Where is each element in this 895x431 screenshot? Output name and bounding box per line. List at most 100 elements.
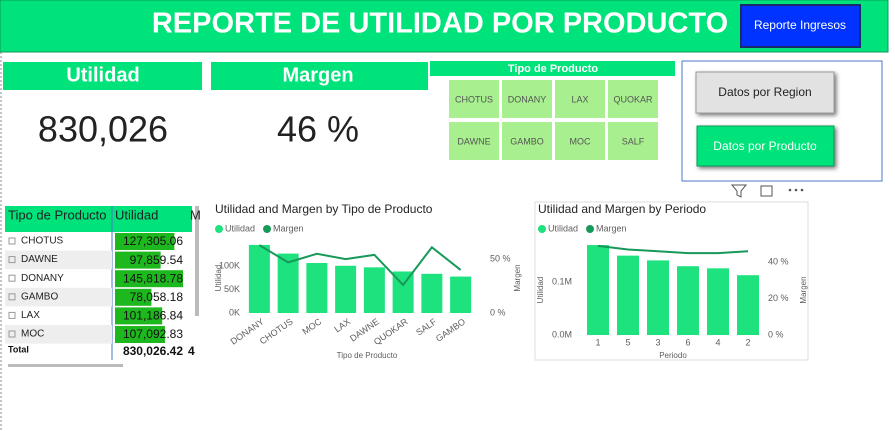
slicer-tile[interactable] xyxy=(555,122,605,160)
column-header: Tipo de Producto xyxy=(8,207,107,222)
button-label[interactable]: Reporte Ingresos xyxy=(754,18,846,32)
bar xyxy=(677,266,699,335)
data-bar xyxy=(115,307,163,325)
data-bar xyxy=(115,233,175,250)
data-bar xyxy=(115,270,183,288)
expand-icon[interactable] xyxy=(8,237,16,245)
slicer-item[interactable]: DAWNE xyxy=(457,136,490,146)
slicer-item[interactable]: CHOTUS xyxy=(455,94,493,104)
y-axis-title: Utilidad xyxy=(214,265,223,292)
legend-marker xyxy=(215,225,223,233)
slicer-item[interactable]: QUOKAR xyxy=(613,94,653,104)
y-tick-label: 0.0M xyxy=(552,329,572,339)
x-tick-label: 1 xyxy=(595,337,600,347)
legend-label[interactable]: Utilidad xyxy=(225,223,255,233)
slicer-tile[interactable] xyxy=(449,122,499,160)
x-tick-label: 3 xyxy=(655,337,660,347)
filter-icon[interactable] xyxy=(730,184,748,198)
slicer-tile[interactable] xyxy=(449,80,499,118)
bar xyxy=(450,276,472,313)
button-label[interactable]: Datos por Producto xyxy=(713,139,817,153)
x-axis-title: Tipo de Producto xyxy=(337,351,398,360)
x-tick-label: 5 xyxy=(625,337,630,347)
card-value: 830,026 xyxy=(38,109,168,150)
total-value: 4 xyxy=(188,344,195,358)
y-axis-title: Utilidad xyxy=(536,277,545,304)
data-bar xyxy=(115,251,161,269)
y-tick-label: 50K xyxy=(224,284,240,294)
expand-icon[interactable] xyxy=(8,256,16,264)
focus-icon[interactable] xyxy=(760,185,773,197)
y-tick-label: 100K xyxy=(219,261,240,271)
slicer-tile[interactable] xyxy=(555,80,605,118)
chart-title: Utilidad and Margen by Periodo xyxy=(538,202,706,216)
x-axis-title: Periodo xyxy=(659,351,687,360)
bar xyxy=(277,253,299,313)
legend-label[interactable]: Utilidad xyxy=(548,223,578,233)
y2-tick-label: 0 % xyxy=(490,307,506,317)
chart-frame xyxy=(534,201,809,361)
expand-icon[interactable] xyxy=(8,330,16,338)
row-label: DAWNE xyxy=(21,254,58,265)
slicer-title: Tipo de Producto xyxy=(508,63,599,75)
chart-title: Utilidad and Margen by Tipo de Producto xyxy=(215,202,433,216)
slicer-tile[interactable] xyxy=(608,80,658,118)
legend-marker xyxy=(538,225,546,233)
cell-value: 97,859.54 xyxy=(130,253,184,267)
total-label: Total xyxy=(8,344,29,354)
y-tick-label: 0K xyxy=(229,307,240,317)
bar xyxy=(421,273,443,313)
slicer-tile[interactable] xyxy=(502,122,552,160)
row-band xyxy=(5,287,112,307)
line xyxy=(258,244,462,287)
scrollbar[interactable] xyxy=(8,364,123,367)
expand-icon[interactable] xyxy=(8,293,16,301)
button[interactable] xyxy=(740,4,861,48)
more-icon[interactable] xyxy=(788,188,804,192)
y2-tick-label: 50 % xyxy=(490,254,511,264)
scrollbar[interactable] xyxy=(195,206,199,316)
row-band xyxy=(5,250,112,270)
y2-tick-label: 20 % xyxy=(768,293,789,303)
button-label[interactable]: Datos por Region xyxy=(718,85,811,99)
y-tick-label: 0.1M xyxy=(552,276,572,286)
bar xyxy=(335,265,357,313)
bar xyxy=(707,268,729,335)
button[interactable] xyxy=(696,125,835,167)
slicer-item[interactable]: MOC xyxy=(570,136,591,146)
cell-value: 127,305.06 xyxy=(123,234,183,248)
y2-tick-label: 0 % xyxy=(768,329,784,339)
row-label: GAMBO xyxy=(21,291,58,302)
header-title: REPORTE DE UTILIDAD POR PRODUCTO xyxy=(152,8,728,40)
expand-icon[interactable] xyxy=(8,274,16,282)
button[interactable] xyxy=(695,71,835,114)
legend-label[interactable]: Margen xyxy=(273,223,304,233)
slicer-item[interactable]: DONANY xyxy=(508,94,547,104)
card-value: 46 % xyxy=(277,109,359,150)
card-header xyxy=(3,62,202,90)
button-group xyxy=(681,60,883,182)
slicer-item[interactable]: SALF xyxy=(622,136,645,146)
card-header xyxy=(211,62,428,90)
legend-marker xyxy=(586,225,595,233)
legend-label[interactable]: Margen xyxy=(596,223,627,233)
expand-icon[interactable] xyxy=(8,311,16,319)
data-bar xyxy=(115,326,165,343)
slicer-tile[interactable] xyxy=(502,80,552,118)
bar xyxy=(617,255,639,335)
column-header: Utilidad xyxy=(115,207,158,222)
bar xyxy=(647,260,669,335)
slicer-item[interactable]: LAX xyxy=(571,94,588,104)
row-label: DONANY xyxy=(21,273,64,284)
cell-value: 78,058.18 xyxy=(130,290,184,304)
data-bar xyxy=(115,288,152,306)
bar xyxy=(306,263,328,313)
cell-value: 107,092.83 xyxy=(123,327,183,341)
slicer-header xyxy=(430,61,675,76)
slicer-tile[interactable] xyxy=(608,122,658,160)
column-header: M xyxy=(190,207,201,222)
bar xyxy=(248,244,270,313)
row-band xyxy=(5,325,112,344)
slicer-item[interactable]: GAMBO xyxy=(510,136,544,146)
